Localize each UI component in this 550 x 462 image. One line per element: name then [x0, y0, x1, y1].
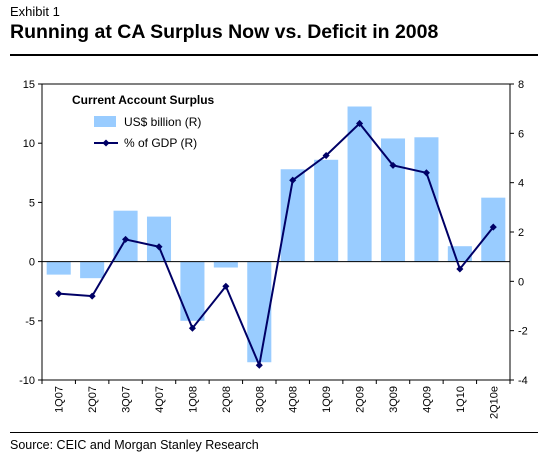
bar-2Q08 — [213, 261, 238, 268]
left-tick-label: 5 — [29, 197, 35, 209]
title-rule — [10, 54, 538, 56]
bar-1Q08 — [180, 261, 205, 321]
left-tick-label: 10 — [23, 138, 35, 150]
gdp-marker-1Q10 — [456, 265, 464, 273]
x-tick-label: 4Q09 — [421, 386, 433, 413]
right-tick-label: 4 — [518, 178, 524, 190]
x-tick-label: 3Q09 — [388, 386, 400, 413]
bar-4Q09 — [414, 137, 439, 262]
x-tick-label: 2Q08 — [221, 386, 233, 413]
left-tick-label: 0 — [29, 257, 35, 269]
x-tick-label: 4Q08 — [288, 386, 300, 413]
right-tick-label: -2 — [518, 326, 528, 338]
right-tick-label: 6 — [518, 128, 524, 140]
left-tick-label: 15 — [23, 79, 35, 91]
source-rule — [10, 432, 538, 433]
x-tick-label: 3Q07 — [121, 386, 133, 413]
bar-2Q07 — [80, 261, 105, 279]
bar-4Q07 — [146, 216, 172, 262]
right-tick-label: 2 — [518, 227, 524, 239]
gdp-marker-2Q10e — [489, 223, 497, 231]
x-tick-label: 2Q07 — [87, 386, 99, 413]
left-tick-label: -10 — [19, 375, 35, 387]
gdp-marker-3Q09 — [389, 161, 397, 169]
gdp-marker-3Q07 — [122, 235, 130, 243]
x-tick-label: 2Q09 — [355, 386, 367, 413]
gdp-marker-2Q07 — [88, 292, 96, 300]
gdp-marker-1Q08 — [188, 324, 196, 332]
x-tick-label: 4Q07 — [154, 386, 166, 413]
bar-2Q09 — [347, 106, 372, 262]
legend-line-label: % of GDP (R) — [124, 136, 197, 150]
x-tick-label: 1Q10 — [455, 386, 467, 413]
gdp-marker-4Q07 — [155, 243, 163, 251]
bar-1Q07 — [46, 261, 71, 275]
right-tick-label: 0 — [518, 276, 524, 288]
x-tick-label: 1Q09 — [321, 386, 333, 413]
gdp-marker-1Q09 — [322, 151, 330, 160]
legend-line-marker — [102, 139, 110, 147]
gdp-line — [58, 121, 495, 369]
gdp-marker-2Q09 — [356, 119, 364, 128]
legend-title: Current Account Surplus — [72, 93, 215, 107]
legend-bar-swatch — [94, 116, 116, 127]
x-tick-label: 3Q08 — [254, 386, 266, 413]
source-note: Source: CEIC and Morgan Stanley Research — [10, 438, 259, 452]
bar-3Q09 — [380, 138, 406, 262]
legend-bar-label: US$ billion (R) — [124, 115, 201, 129]
right-tick-label: -4 — [518, 375, 528, 387]
left-tick-label: -5 — [25, 316, 35, 328]
plot-frame — [41, 83, 511, 381]
chart-title: Running at CA Surplus Now vs. Deficit in… — [10, 21, 439, 43]
exhibit-label: Exhibit 1 — [10, 4, 60, 19]
gdp-marker-2Q08 — [222, 282, 230, 290]
x-tick-label: 1Q07 — [54, 386, 66, 413]
bar-1Q09 — [314, 159, 339, 262]
gdp-marker-4Q09 — [422, 169, 430, 177]
gdp-marker-3Q08 — [255, 361, 263, 369]
x-tick-label: 2Q10e — [488, 386, 500, 419]
gdp-marker-4Q08 — [289, 176, 297, 184]
right-tick-label: 8 — [518, 79, 524, 91]
x-tick-label: 1Q08 — [187, 386, 199, 413]
gdp-marker-1Q07 — [55, 290, 63, 298]
